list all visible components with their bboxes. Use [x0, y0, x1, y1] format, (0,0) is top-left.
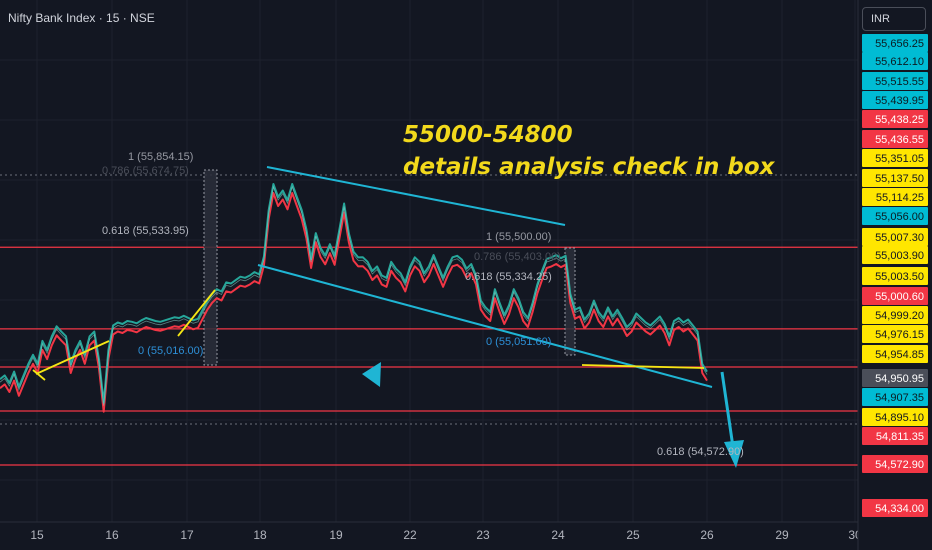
fib-label: 0.786 (55,403.00) [474, 251, 561, 263]
price-tag-background [862, 408, 928, 426]
series-low-line [0, 192, 708, 413]
time-axis-tick-label: 25 [626, 528, 640, 542]
fib-label: 0.618 (54,572.90) [657, 446, 744, 458]
fib-label: 0 (55,051.60) [486, 336, 551, 348]
currency-button[interactable]: INR [862, 7, 926, 31]
price-tag-background [862, 345, 928, 363]
fib-label: 0 (55,016.00) [138, 345, 203, 357]
price-tag-label: 55,436.55 [875, 134, 924, 146]
time-axis-tick-label: 29 [775, 528, 789, 542]
grid [0, 0, 858, 522]
price-tag-background [862, 427, 928, 445]
price-tag-label: 54,950.95 [875, 373, 924, 385]
annotation-line-2: details analysis check in box [403, 154, 775, 180]
price-tag-background [862, 34, 928, 52]
price-tag-label: 55,000.60 [875, 291, 924, 303]
series-high-line [0, 183, 708, 404]
price-tag-background [862, 110, 928, 128]
trend-drawings [32, 166, 744, 468]
price-tag-label: 55,438.25 [875, 114, 924, 126]
price-tag-background [862, 388, 928, 406]
price-tag-label: 54,572.90 [875, 459, 924, 471]
price-tag-background [862, 207, 928, 225]
fib-box-left [203, 169, 218, 366]
price-tag-label: 55,351.05 [875, 153, 924, 165]
price-tag-background [862, 130, 928, 148]
price-tag-label: 55,007.30 [875, 232, 924, 244]
projection-arrow-head-icon [724, 440, 744, 468]
price-tag-background [862, 455, 928, 473]
time-axis-tick-label: 15 [30, 528, 44, 542]
price-tag-background [862, 91, 928, 109]
price-tag-label: 55,515.55 [875, 76, 924, 88]
projection-arrow-line [720, 371, 735, 448]
fib-label: 0.618 (55,533.95) [102, 225, 189, 237]
price-tag-label: 54,895.10 [875, 412, 924, 424]
time-axis-tick-label: 16 [105, 528, 119, 542]
price-tag-label: 55,137.50 [875, 173, 924, 185]
price-tag-background [862, 188, 928, 206]
price-tag-label: 55,439.95 [875, 95, 924, 107]
price-tag-background [862, 228, 928, 246]
price-tag-background [862, 52, 928, 70]
series-mid-line [0, 185, 708, 406]
price-tag-background [862, 72, 928, 90]
fib-label: 0.786 (55,674.75) [102, 165, 189, 177]
triangle-marker-icon [362, 362, 381, 387]
fibonacci-labels: 1 (55,854.15) 0.786 (55,674.75) 0.618 (55,… [102, 151, 744, 458]
yellow-trendline [35, 340, 110, 375]
analysis-annotation: 55000-54800 details analysis check in bo… [403, 119, 775, 183]
time-axis: 15 16 17 18 19 22 23 24 25 26 29 30 [0, 521, 862, 550]
time-axis-tick-label: 19 [329, 528, 343, 542]
time-axis-tick-label: 18 [253, 528, 267, 542]
price-tag-label: 55,056.00 [875, 211, 924, 223]
price-tag-background [862, 499, 928, 517]
symbol-title: Nifty Bank Index · 15 · NSE [8, 11, 155, 25]
price-tag-label: 55,612.10 [875, 56, 924, 68]
price-tag-background [862, 169, 928, 187]
time-axis-tick-label: 23 [476, 528, 490, 542]
price-tag-background [862, 369, 928, 387]
price-tag-label: 55,003.90 [875, 250, 924, 262]
price-tag-label: 54,907.35 [875, 392, 924, 404]
time-axis-background [0, 522, 858, 550]
channel-upper-line [266, 166, 566, 226]
fib-label: 1 (55,854.15) [128, 151, 193, 163]
price-tag-label: 55,114.25 [876, 192, 924, 204]
fib-label: 1 (55,500.00) [486, 231, 551, 243]
yellow-trendline [177, 289, 216, 337]
annotation-line-1: 55000-54800 [403, 122, 573, 148]
price-tag-background [862, 246, 928, 264]
yellow-support-line [581, 364, 705, 369]
time-axis-tick-label: 22 [403, 528, 417, 542]
price-tag-background [862, 267, 928, 285]
price-tag-background [862, 149, 928, 167]
price-tag-label: 54,811.35 [876, 431, 924, 443]
time-axis-tick-label: 26 [700, 528, 714, 542]
price-tag-label: 54,334.00 [875, 503, 924, 515]
price-tag-background [862, 306, 928, 324]
price-tag-background [862, 325, 928, 343]
price-tag-label: 54,976.15 [875, 329, 924, 341]
price-tag-label: 54,999.20 [875, 310, 924, 322]
yellow-trendline [32, 369, 46, 381]
price-tag-background [862, 287, 928, 305]
time-axis-tick-label: 17 [180, 528, 194, 542]
price-tag-label: 55,003.50 [875, 271, 924, 283]
price-tag-label: 55,656.25 [875, 38, 924, 50]
price-tag-label: 54,954.85 [875, 349, 924, 361]
price-axis: 55,656.25 55,612.10 55,515.55 55,439.95 55,4… [857, 0, 932, 550]
price-series [0, 183, 708, 413]
time-axis-tick-label: 24 [551, 528, 565, 542]
fib-label: 0.618 (55,334.25) [465, 271, 552, 283]
